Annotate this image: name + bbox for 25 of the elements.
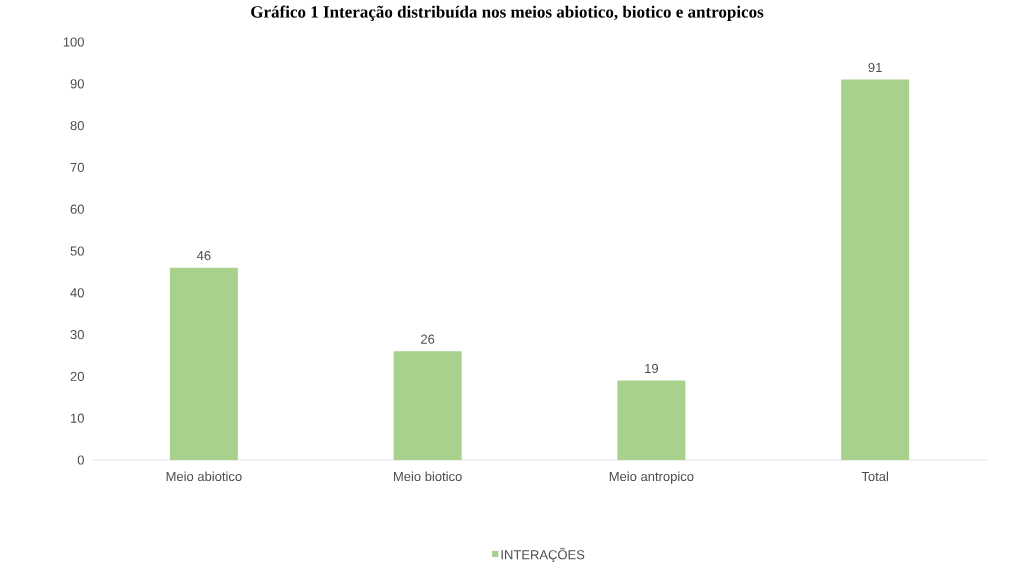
x-tick-label: Meio antropico bbox=[609, 471, 694, 484]
bar bbox=[169, 267, 238, 460]
y-tick-label: 70 bbox=[70, 162, 84, 172]
y-tick-label: 90 bbox=[70, 79, 84, 89]
x-tick-label: Meio biotico bbox=[394, 471, 462, 482]
y-tick-label: 30 bbox=[70, 329, 84, 340]
chart-title: Gráfico 1 Interação distribuída nos meios abiotico, biotico e antropicos bbox=[251, 5, 764, 22]
legend-label: INTERAÇÕES bbox=[501, 547, 585, 562]
bar bbox=[393, 351, 462, 460]
y-tick-label: 0 bbox=[77, 455, 84, 465]
x-tick-label: Meio abiotico bbox=[166, 471, 242, 482]
y-tick-label: 10 bbox=[71, 413, 84, 423]
bar bbox=[841, 79, 910, 460]
y-tick-label: 40 bbox=[70, 288, 84, 298]
y-tick-label: 60 bbox=[70, 204, 84, 214]
y-tick-label: 20 bbox=[70, 371, 84, 381]
x-tick-label: Total bbox=[861, 471, 889, 482]
data-label: 46 bbox=[196, 250, 211, 261]
data-label: 19 bbox=[645, 363, 658, 374]
y-tick-label: 80 bbox=[70, 120, 84, 131]
bar bbox=[617, 380, 686, 460]
y-tick-label: 100 bbox=[63, 37, 84, 47]
data-label: 91 bbox=[868, 62, 882, 73]
data-label: 26 bbox=[421, 334, 435, 344]
y-tick-label: 50 bbox=[70, 246, 84, 256]
